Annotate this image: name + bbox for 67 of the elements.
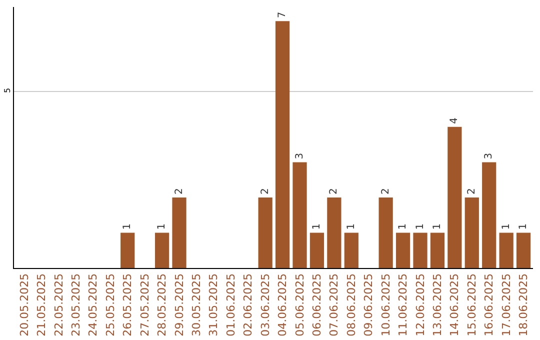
data-label: 1: [500, 223, 512, 230]
bar: [482, 162, 496, 268]
x-tick-label: 30.05.2025: [190, 273, 204, 336]
data-label: 2: [466, 188, 478, 194]
x-tick-label: 26.05.2025: [121, 273, 134, 336]
x-tick-label: 15.06.2025: [465, 273, 478, 336]
data-label: 3: [294, 152, 306, 160]
x-tick-label: 11.06.2025: [396, 273, 410, 336]
data-label: 1: [518, 223, 530, 230]
bar: [448, 126, 462, 268]
x-tick-label: 16.06.2025: [482, 273, 496, 336]
x-tick-label: 01.06.2025: [224, 273, 238, 336]
data-label: 2: [174, 188, 185, 194]
x-tick-label: 24.05.2025: [86, 273, 100, 336]
bar: [378, 197, 393, 268]
x-tick-label: 20.05.2025: [18, 273, 31, 336]
bar: [344, 232, 358, 268]
data-label: 1: [122, 223, 134, 230]
bar: [396, 232, 410, 268]
data-label: 2: [260, 188, 271, 194]
data-label: 1: [346, 223, 357, 230]
x-tick-label: 04.06.2025: [276, 273, 290, 336]
data-label: 2: [328, 188, 340, 194]
x-tick-label: 06.06.2025: [310, 273, 324, 336]
data-label: 1: [311, 223, 322, 230]
bar: [464, 197, 479, 268]
bar: [172, 197, 186, 268]
x-tick-label: 14.06.2025: [448, 273, 462, 336]
bar: [327, 197, 342, 268]
x-tick-label: 10.06.2025: [379, 273, 392, 336]
x-tick-label: 07.06.2025: [328, 273, 341, 336]
x-tick-label: 22.05.2025: [52, 273, 66, 336]
x-tick-label: 08.06.2025: [344, 273, 358, 336]
x-tick-label: 25.05.2025: [104, 273, 117, 336]
data-label: 2: [380, 188, 392, 194]
x-tick-label: 29.05.2025: [172, 273, 186, 336]
x-tick-label: 03.06.2025: [258, 273, 272, 336]
x-tick-label: 12.06.2025: [414, 273, 427, 336]
x-tick-label: 05.06.2025: [293, 273, 306, 336]
bar: [292, 162, 307, 268]
x-tick-label: 23.05.2025: [70, 273, 83, 336]
bar: [430, 232, 445, 268]
bar: [499, 232, 514, 268]
x-tick-label: 09.06.2025: [362, 273, 376, 336]
y-tick-label: 5: [2, 88, 12, 93]
x-tick-label: 31.05.2025: [207, 273, 220, 336]
data-label: 1: [156, 223, 168, 230]
x-tick-label: 27.05.2025: [138, 273, 152, 336]
data-label: 3: [484, 152, 495, 160]
data-label: 4: [449, 118, 460, 124]
bar: [154, 232, 170, 268]
bar: [258, 197, 272, 268]
data-label: 1: [432, 223, 443, 230]
data-label: 1: [414, 223, 426, 230]
bar: [413, 232, 428, 268]
x-tick-label: 21.05.2025: [35, 273, 48, 336]
x-tick-label: 28.05.2025: [156, 273, 169, 336]
bar: [275, 21, 290, 268]
bar: [310, 232, 324, 268]
x-tick-label: 18.06.2025: [517, 273, 530, 336]
bar: [516, 232, 531, 268]
x-tick-label: 13.06.2025: [431, 273, 444, 336]
bar: [120, 232, 135, 268]
data-label: 7: [277, 12, 288, 18]
x-tick-label: 17.06.2025: [500, 273, 513, 336]
data-label: 1: [398, 223, 409, 230]
x-tick-label: 02.06.2025: [242, 273, 255, 336]
